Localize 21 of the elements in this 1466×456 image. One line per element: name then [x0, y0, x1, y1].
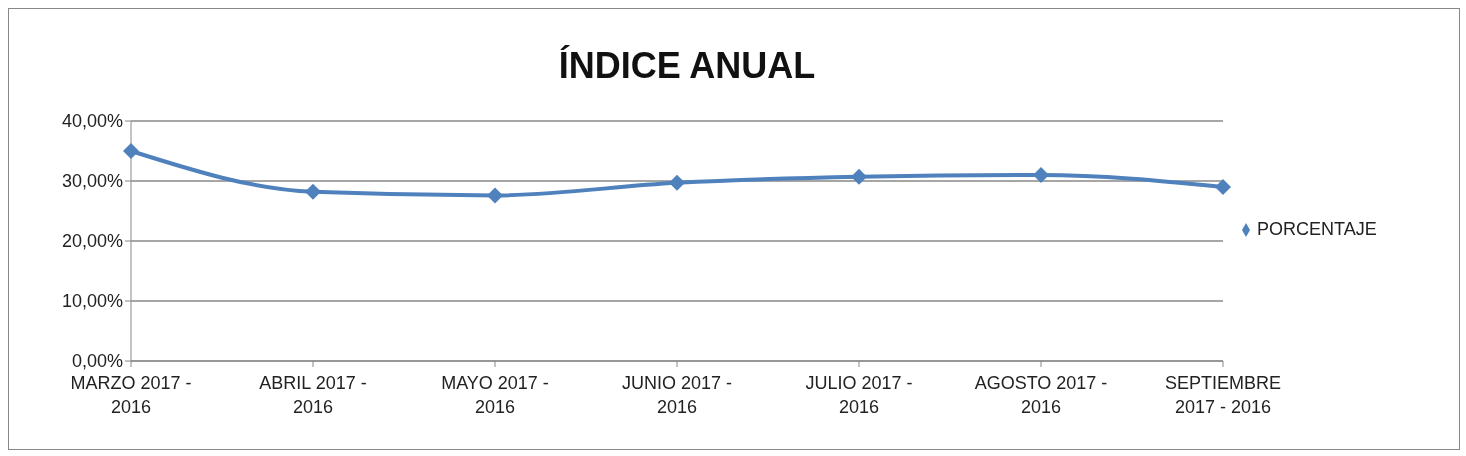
y-tick-label: 30,00%	[61, 171, 123, 192]
x-tick-label: AGOSTO 2017 - 2016	[974, 373, 1108, 417]
y-tick-label: 20,00%	[61, 231, 123, 252]
legend-label: PORCENTAJE	[1257, 218, 1377, 239]
x-tick-label: ABRIL 2017 - 2016	[259, 373, 367, 417]
y-tick-label: 0,00%	[71, 351, 123, 372]
point	[1215, 179, 1231, 195]
x-tick-label: MAYO 2017 - 2016	[441, 373, 549, 417]
y-tick-label: 10,00%	[61, 291, 123, 312]
x-tick-label: MARZO 2017 - 2016	[70, 373, 192, 417]
point	[1033, 167, 1049, 183]
point	[123, 143, 139, 159]
x-tick-label: JUNIO 2017 - 2016	[621, 373, 733, 417]
x-tick-label: JULIO 2017 - 2016	[805, 373, 913, 417]
point	[305, 183, 321, 200]
x-tick-label: SEPTIEMBRE 2017 - 2016	[1164, 373, 1282, 417]
chart-title: ÍNDICE ANUAL	[557, 45, 817, 87]
point	[851, 168, 867, 185]
point	[487, 187, 503, 204]
y-tick-label: 40,00%	[61, 111, 123, 132]
point	[669, 174, 685, 191]
